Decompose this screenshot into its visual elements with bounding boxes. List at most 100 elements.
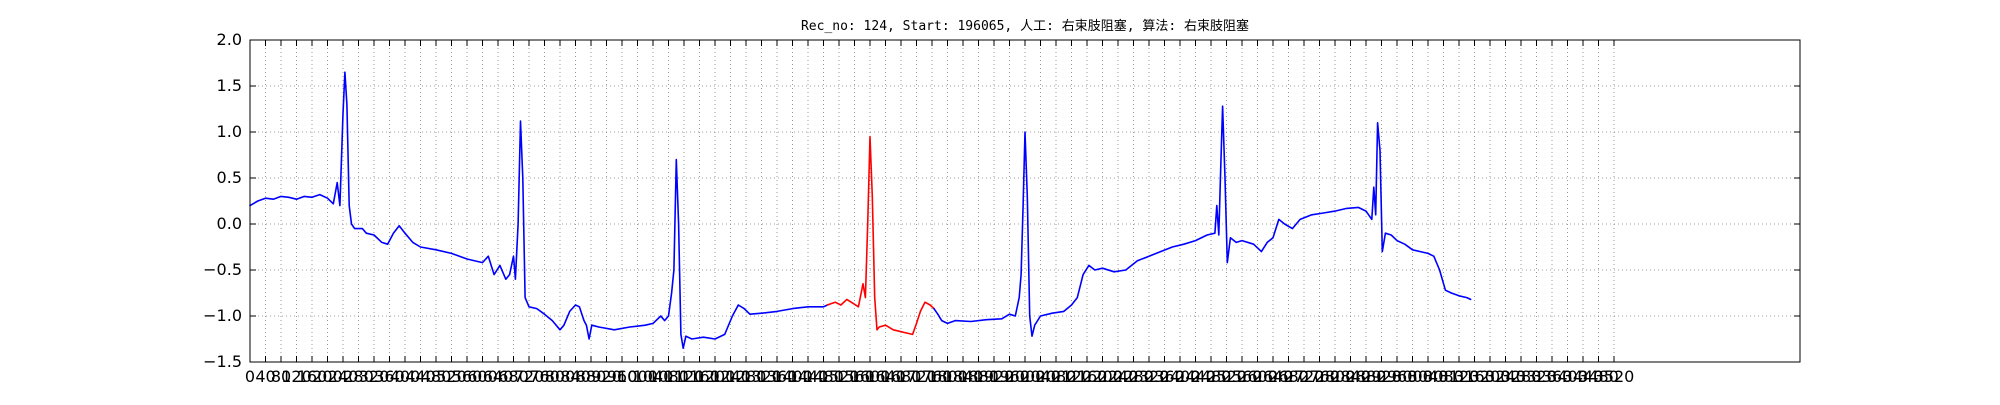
y-tick-label: 1.5	[217, 76, 242, 95]
x-tick-label: 3280	[1501, 367, 1542, 386]
x-tick-label: 2720	[1284, 367, 1325, 386]
x-tick-label: 880	[576, 367, 607, 386]
x-tick-label: 1440	[788, 367, 829, 386]
x-tick-label: 680	[498, 367, 529, 386]
x-tick-label: 2560	[1222, 367, 1263, 386]
x-tick-label: 3520	[1594, 367, 1635, 386]
x-tick-label: 1040	[633, 367, 674, 386]
y-tick-label: −0.5	[203, 260, 242, 279]
x-tick-label: 600	[467, 367, 498, 386]
x-tick-label: 3080	[1423, 367, 1464, 386]
x-tick-label: 1920	[974, 367, 1015, 386]
x-tick-label: 3200	[1470, 367, 1511, 386]
x-tick-label: 960	[607, 367, 638, 386]
series-line-2	[933, 105, 1472, 337]
x-tick-label: 2240	[1098, 367, 1139, 386]
x-tick-label: 280	[343, 367, 374, 386]
x-tick-label: 920	[591, 367, 622, 386]
x-tick-label: 2760	[1299, 367, 1340, 386]
x-tick-label: 3320	[1516, 367, 1557, 386]
y-axis-ticks: 2.0 1.5 1.0 0.5 0.0 −0.5 −1.0 −1.5	[203, 30, 1800, 371]
y-tick-label: 0.0	[217, 214, 242, 233]
x-tick-label: 200	[312, 367, 343, 386]
x-tick-label: 3240	[1485, 367, 1526, 386]
x-tick-label: 360	[374, 367, 405, 386]
x-tick-label: 240	[328, 367, 359, 386]
x-tick-label: 840	[560, 367, 591, 386]
x-tick-label: 1880	[958, 367, 999, 386]
x-tick-label: 1280	[726, 367, 767, 386]
x-tick-label: 1160	[679, 367, 720, 386]
y-tick-label: 0.5	[217, 168, 242, 187]
x-tick-label: 2960	[1377, 367, 1418, 386]
x-tick-label: 2800	[1315, 367, 1356, 386]
x-tick-label: 1240	[710, 367, 751, 386]
x-tick-label: 1360	[757, 367, 798, 386]
x-tick-label: 2440	[1175, 367, 1216, 386]
x-tick-label: 2880	[1346, 367, 1387, 386]
x-tick-label: 1600	[850, 367, 891, 386]
x-tick-label: 2120	[1051, 367, 1092, 386]
x-tick-label: 1840	[943, 367, 984, 386]
x-tick-label: 1680	[881, 367, 922, 386]
x-tick-label: 1480	[803, 367, 844, 386]
x-tick-label: 1800	[927, 367, 968, 386]
x-tick-label: 1080	[648, 367, 689, 386]
x-tick-label: 400	[390, 367, 421, 386]
x-tick-label: 0	[245, 367, 255, 386]
x-tick-label: 2080	[1036, 367, 1077, 386]
x-tick-label: 3400	[1547, 367, 1588, 386]
series-line-0	[249, 71, 829, 349]
x-tick-label: 1000	[617, 367, 658, 386]
x-tick-label: 760	[529, 367, 560, 386]
y-tick-label: 2.0	[217, 30, 242, 49]
x-tick-label: 1960	[989, 367, 1030, 386]
x-tick-label: 1400	[772, 367, 813, 386]
x-tick-label: 2400	[1160, 367, 1201, 386]
x-tick-label: 3160	[1454, 367, 1495, 386]
x-tick-label: 40	[255, 367, 275, 386]
x-tick-label: 520	[436, 367, 467, 386]
x-tick-label: 2040	[1020, 367, 1061, 386]
chart-title: Rec_no: 124, Start: 196065, 人工: 右束肢阻塞, 算…	[801, 18, 1249, 34]
x-tick-label: 2000	[1005, 367, 1046, 386]
x-tick-label: 2600	[1237, 367, 1278, 386]
x-tick-label: 1720	[896, 367, 937, 386]
x-tick-label: 80	[271, 367, 291, 386]
x-tick-label: 2320	[1129, 367, 1170, 386]
x-tick-label: 2680	[1268, 367, 1309, 386]
x-tick-label: 1560	[834, 367, 875, 386]
x-tick-label: 3440	[1563, 367, 1604, 386]
x-tick-label: 2520	[1206, 367, 1247, 386]
x-tick-label: 120	[281, 367, 312, 386]
y-tick-label: 1.0	[217, 122, 242, 141]
x-tick-label: 3120	[1439, 367, 1480, 386]
x-tick-label: 2360	[1144, 367, 1185, 386]
x-tick-label: 560	[452, 367, 483, 386]
grid-layer	[249, 40, 1800, 362]
x-tick-label: 440	[405, 367, 436, 386]
x-tick-label: 720	[514, 367, 545, 386]
x-tick-label: 3040	[1408, 367, 1449, 386]
x-axis-ticks: 0 408012016020024028032036040044048052056…	[245, 40, 1634, 386]
x-tick-label: 800	[545, 367, 576, 386]
y-tick-label: −1.0	[203, 306, 242, 325]
x-tick-label: 640	[483, 367, 514, 386]
x-tick-label: 2840	[1330, 367, 1371, 386]
x-tick-label: 1200	[695, 367, 736, 386]
x-tick-label: 160	[297, 367, 328, 386]
x-tick-label: 1320	[741, 367, 782, 386]
x-tick-label: 1760	[912, 367, 953, 386]
x-tick-label: 2480	[1191, 367, 1232, 386]
y-tick-label: −1.5	[203, 352, 242, 371]
x-tick-label: 2200	[1082, 367, 1123, 386]
x-tick-label: 1520	[819, 367, 860, 386]
x-tick-label: 2160	[1067, 367, 1108, 386]
series-line-1	[826, 135, 935, 336]
x-tick-label: 320	[359, 367, 390, 386]
x-tick-label: 2640	[1253, 367, 1294, 386]
x-tick-label: 1120	[664, 367, 705, 386]
series-layer	[249, 71, 1472, 349]
